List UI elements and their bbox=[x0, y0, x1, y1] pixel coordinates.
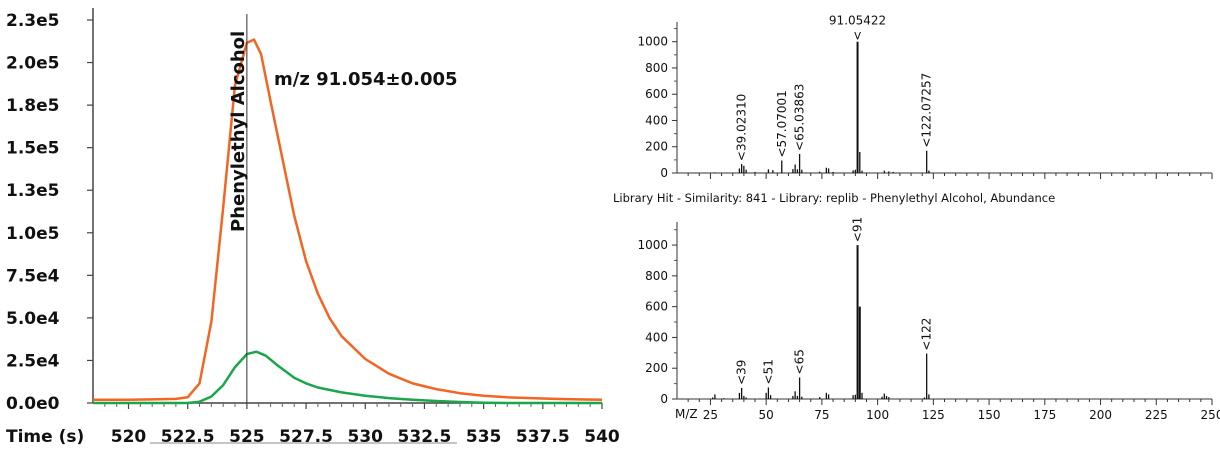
chromatogram-x-tick-label: 540 bbox=[584, 427, 620, 447]
library-hit-title: Library Hit - Similarity: 841 - Library:… bbox=[613, 191, 1055, 205]
spectrum-y-tick-label: 1000 bbox=[637, 35, 668, 49]
spectrum-x-tick-label: 125 bbox=[922, 408, 945, 422]
spectrum-peak-label: <122 bbox=[920, 318, 934, 351]
measured-spectrum-panel: 0 200 400 600 800 1000 <39.02310 <57.07001 <65.0… bbox=[637, 14, 1213, 180]
spectrum-peak-label: <91 bbox=[851, 217, 865, 242]
spectrum-y-tick-label: 0 bbox=[660, 392, 668, 406]
chromatogram-y-tick-label: 5.0e4 bbox=[6, 309, 60, 329]
spectrum-y-tick-label: 200 bbox=[645, 140, 668, 154]
library-spectrum-panel: 0 200 400 600 800 1000 25 50 75 100 125 150 175 200 22… bbox=[637, 217, 1220, 422]
spectrum-peak-label: <57.07001 bbox=[775, 90, 789, 157]
spectrum-x-tick-label: 25 bbox=[703, 408, 718, 422]
spectrum-y-tick-label: 200 bbox=[645, 361, 668, 375]
chromatogram-x-tick-label: 522.5 bbox=[161, 427, 215, 447]
chromatogram-y-tick-label: 2.0e5 bbox=[6, 54, 59, 74]
mz-annotation: m/z 91.054±0.005 bbox=[274, 69, 458, 90]
chromatogram-panel: 0.0e0 2.5e4 5.0e4 7.5e4 1.0e5 1.3e5 1.5e5 1.8e5… bbox=[6, 8, 620, 447]
spectrum-peak-label: <39 bbox=[735, 360, 749, 385]
chromatogram-y-tick-label: 1.5e5 bbox=[6, 139, 59, 159]
chromatogram-y-tick-label: 2.5e4 bbox=[6, 351, 60, 371]
chromatogram-x-tick-label: 537.5 bbox=[516, 427, 570, 447]
chromatogram-y-tick-label: 0.0e0 bbox=[6, 394, 60, 414]
chromatogram-y-tick-label: 1.8e5 bbox=[6, 96, 59, 116]
spectrum-y-tick-label: 1000 bbox=[637, 238, 668, 252]
spectrum-y-tick-label: 800 bbox=[645, 61, 668, 75]
chromatogram-x-tick-label: 527.5 bbox=[279, 427, 333, 447]
spectrum-y-tick-label: 600 bbox=[645, 300, 668, 314]
spectrum-x-tick-label: 250 bbox=[1201, 408, 1220, 422]
spectrum-x-tick-label: 200 bbox=[1089, 408, 1112, 422]
spectrum-x-tick-label: 50 bbox=[759, 408, 774, 422]
spectrum-peak-label: <39.02310 bbox=[735, 94, 749, 161]
spectrum-y-tick-label: 600 bbox=[645, 87, 668, 101]
spectrum-top-peak-label: 91.05422 bbox=[829, 14, 886, 28]
spectrum-x-tick-label: 175 bbox=[1033, 408, 1056, 422]
spectrum-x-tick-label: 100 bbox=[866, 408, 889, 422]
chromatogram-series-2 bbox=[93, 350, 602, 405]
spectrum-x-tick-label: 150 bbox=[978, 408, 1001, 422]
spectrum-y-tick-label: 400 bbox=[645, 113, 668, 127]
spectrum-x-tick-label: 225 bbox=[1145, 408, 1168, 422]
chromatogram-y-tick-label: 1.0e5 bbox=[6, 224, 59, 244]
chromatogram-x-axis-label: Time (s) bbox=[6, 427, 84, 447]
spectrum-y-tick-label: 400 bbox=[645, 330, 668, 344]
chromatogram-y-tick-label: 2.3e5 bbox=[6, 11, 59, 31]
spectrum-peak-label: <65 bbox=[793, 349, 807, 374]
spectrum-top-peak-caret: < bbox=[851, 31, 865, 41]
spectrum-x-tick-label: 75 bbox=[814, 408, 829, 422]
chromatogram-x-tick-label: 525 bbox=[229, 427, 265, 447]
chromatogram-x-tick-label: 530 bbox=[348, 427, 384, 447]
chromatogram-y-tick-label: 1.3e5 bbox=[6, 181, 59, 201]
chromatogram-series-1 bbox=[93, 38, 603, 401]
chromatogram-x-tick-label: 532.5 bbox=[398, 427, 452, 447]
spectrum-peak-label: <51 bbox=[761, 359, 775, 384]
spectrum-peak-label: <65.03863 bbox=[793, 84, 807, 151]
chromatogram-y-tick-label: 7.5e4 bbox=[6, 266, 60, 286]
chromatogram-x-tick-label: 535 bbox=[466, 427, 502, 447]
spectrum-y-tick-label: 800 bbox=[645, 269, 668, 283]
compound-marker-label: Phenylethyl Alcohol bbox=[228, 31, 249, 232]
chromatogram-x-tick-label: 520 bbox=[111, 427, 147, 447]
spectrum-x-axis-label: M/Z bbox=[675, 407, 698, 421]
spectrum-peak-label: <122.07257 bbox=[920, 73, 934, 148]
spectrum-y-tick-label: 0 bbox=[660, 166, 668, 180]
